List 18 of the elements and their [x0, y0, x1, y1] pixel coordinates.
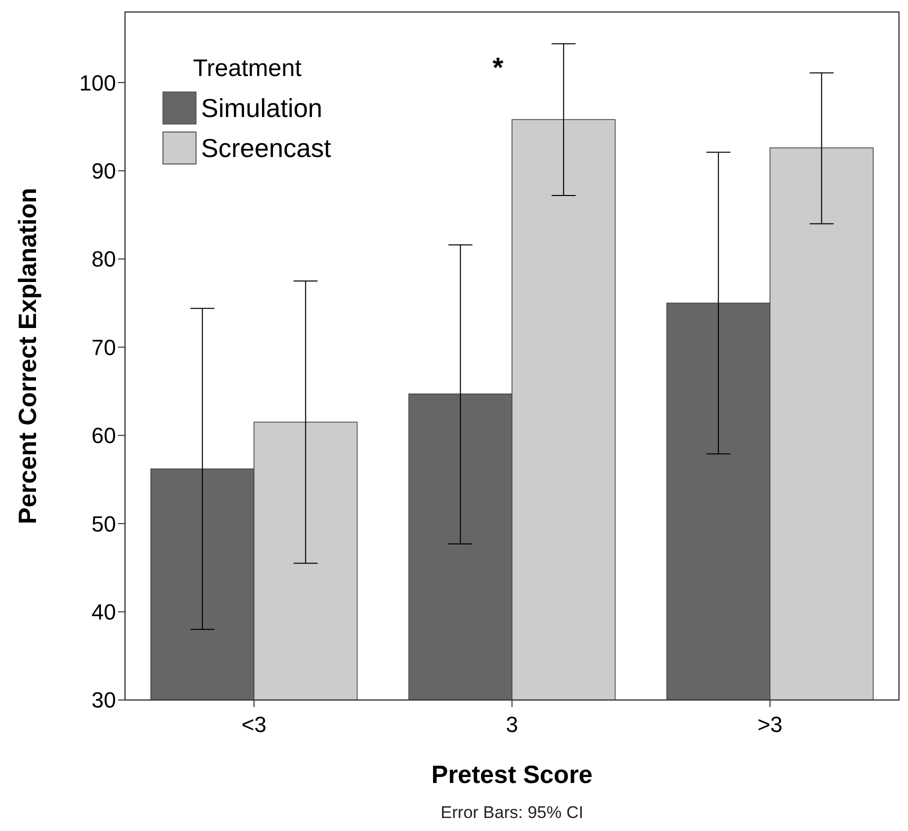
y-axis-title: Percent Correct Explanation — [14, 188, 42, 524]
y-tick-label: 50 — [92, 511, 116, 536]
y-tick-label: 30 — [92, 688, 116, 713]
y-tick-label: 100 — [79, 70, 116, 96]
legend-label: Screencast — [201, 133, 332, 164]
x-tick-label: <3 — [241, 712, 267, 737]
x-tick-label: 3 — [506, 712, 518, 737]
y-tick-label: 90 — [92, 158, 116, 184]
y-tick-label: 70 — [92, 334, 116, 360]
legend-label: Simulation — [201, 93, 322, 124]
legend-title: Treatment — [193, 55, 302, 82]
y-tick-label: 40 — [92, 599, 116, 624]
annotation: * — [492, 52, 504, 84]
y-tick-label: 60 — [92, 423, 116, 448]
x-axis-title: Pretest Score — [431, 761, 593, 789]
y-tick-label: 80 — [92, 246, 116, 272]
x-tick-label: >3 — [757, 712, 783, 737]
text: Error Bars: 95% CI — [440, 803, 584, 822]
